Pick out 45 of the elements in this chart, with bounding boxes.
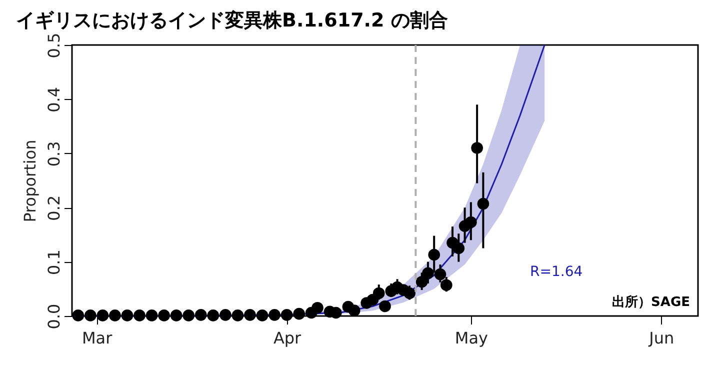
x-tick-label: Jun — [648, 328, 674, 348]
point — [477, 198, 490, 210]
point — [256, 310, 268, 322]
point — [109, 310, 121, 322]
annotation: R=1.64 — [530, 264, 583, 280]
point — [121, 310, 134, 322]
point — [440, 279, 452, 292]
point — [428, 248, 440, 261]
point — [96, 310, 109, 322]
y-tick-label: 0.3 — [44, 141, 64, 167]
point — [379, 300, 391, 312]
y-axis-title: Proportion — [20, 140, 40, 222]
point — [434, 268, 446, 280]
point — [158, 310, 170, 322]
x-tick-label: May — [454, 328, 488, 348]
point — [422, 267, 434, 280]
point — [465, 216, 477, 228]
point — [232, 310, 244, 322]
point — [220, 309, 232, 321]
point — [416, 276, 428, 288]
y-tick-label: 0.4 — [44, 86, 64, 112]
x-tick-label: Mar — [82, 328, 113, 348]
y-tick-label: 0.2 — [44, 195, 64, 221]
y-tick-label: 0.5 — [44, 32, 64, 58]
annotation: 出所）SAGE — [612, 294, 690, 310]
point — [452, 242, 465, 254]
point — [471, 142, 483, 154]
point — [182, 310, 195, 322]
x-tick-label: Apr — [273, 328, 302, 348]
point — [404, 287, 416, 300]
chart-title: イギリスにおけるインド変異株B.1.617.2 の割合 — [16, 9, 448, 32]
point — [372, 287, 385, 300]
y-tick-label: 0.1 — [44, 250, 64, 276]
point — [268, 309, 280, 321]
point — [348, 304, 360, 316]
point — [312, 302, 324, 314]
point — [194, 309, 207, 321]
point — [207, 310, 220, 322]
point — [244, 309, 256, 321]
y-tick-label: 0.0 — [44, 304, 64, 330]
point — [170, 310, 182, 322]
point — [293, 308, 305, 320]
point — [134, 310, 146, 322]
point — [146, 310, 158, 322]
point — [280, 309, 293, 321]
